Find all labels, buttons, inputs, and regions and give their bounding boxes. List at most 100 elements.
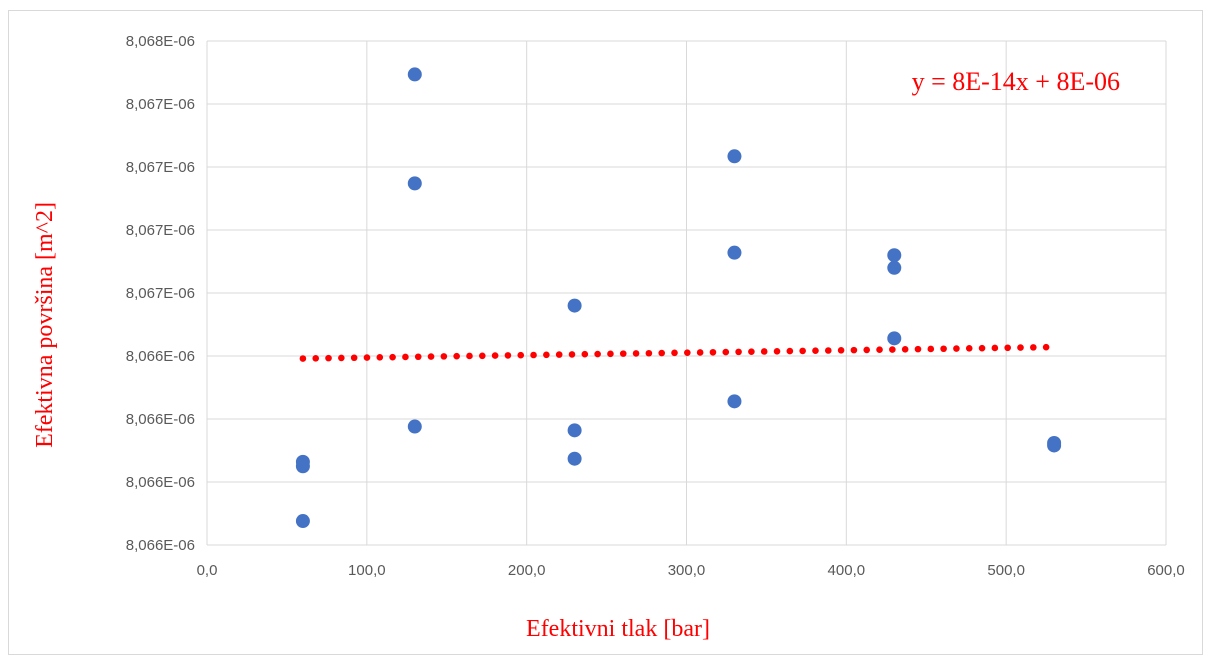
trendline-dot [1042,343,1050,351]
data-point [407,176,422,191]
trendline-dot [632,350,640,357]
trendline-dot [453,352,460,360]
data-point [407,67,422,82]
x-tick-label: 300,0 [668,562,706,579]
y-tick-label: 8,067E-06 [126,96,195,113]
x-tick-label: 600,0 [1147,562,1185,579]
y-tick-label: 8,066E-06 [126,411,195,428]
x-tick-label: 400,0 [828,562,866,579]
y-tick-label: 8,066E-06 [126,348,195,365]
trendline-dot [414,353,422,361]
trendline-dot [1030,344,1037,351]
trendline-dot [850,346,858,354]
y-tick-label: 8,068E-06 [126,33,195,50]
data-point [727,245,742,260]
x-axis-title: Efektivni tlak [bar] [526,616,710,642]
trendline-dot [299,355,307,362]
trendline-dot [812,347,819,354]
trendline-dot [338,354,345,362]
data-point [567,451,582,466]
trendline-dot [581,350,589,358]
data-point [1047,435,1062,450]
trendline-dot [927,345,935,353]
trendline-dot [619,350,627,357]
trendline-dot [696,349,704,356]
trendline-dot [325,354,332,362]
trendline-dot [530,351,537,359]
data-point [887,260,902,275]
x-tick-label: 0,0 [197,562,218,579]
y-tick-labels: 8,066E-06 8,066E-06 8,066E-06 8,066E-06 8,06… [126,33,195,554]
trendline-dot [645,349,653,357]
data-point [567,298,582,313]
trendline-dot [786,347,794,355]
trendline-dot [350,354,358,362]
y-tick-label: 8,066E-06 [126,537,195,554]
y-tick-label: 8,067E-06 [126,222,195,239]
trendline-dot [376,354,384,361]
trendline-dot [363,354,371,361]
grid-lines [206,40,1167,546]
y-tick-label: 8,067E-06 [126,285,195,302]
trendline-dot [517,351,525,359]
trendline-dot [799,347,806,355]
trendline-dot [504,352,512,359]
data-point [407,419,422,434]
data-points [295,67,1062,529]
data-point [727,149,742,164]
trendline-dot [901,346,909,353]
trendline-dot [722,348,730,356]
trendline-dot [568,351,576,358]
trendline-dot [1017,344,1024,351]
data-point [887,331,902,346]
trendline-dot [876,346,883,354]
trendline-dot [940,345,947,353]
x-tick-label: 500,0 [987,562,1025,579]
data-point [295,514,310,529]
trendline-dot [440,353,448,360]
trendline-dot [555,351,563,358]
trendline-dot [671,349,678,357]
y-axis-title: Efektivna površina [m^2] [32,202,58,448]
trendline-dot [748,348,755,355]
trendline-dot [466,352,473,360]
trendline-dot [709,348,717,356]
x-tick-label: 200,0 [508,562,546,579]
trendline-dot [965,345,973,352]
trendline-dot [427,353,435,360]
trendline-dot [543,351,550,359]
trendline-dot [1004,344,1011,352]
trendline-dot [824,347,832,354]
trendline-dot [658,349,665,357]
trendline-dot [978,344,986,352]
trendline-dot [389,353,396,361]
trendline-dot [312,355,320,362]
data-point [567,423,582,438]
trendline-dot [607,350,614,358]
trendline-dot [491,352,499,359]
data-point [727,394,742,409]
y-tick-label: 8,067E-06 [126,159,195,176]
trendline [299,343,1050,362]
x-tick-labels: 0,0 100,0 200,0 300,0 400,0 500,0 600,0 [197,562,1185,579]
trendline-dot [402,353,409,361]
trendline-dot [773,347,781,355]
data-point [295,454,310,469]
chart-frame [8,10,1203,655]
trendline-dot [953,345,960,352]
trendline-dot [837,347,845,354]
x-tick-label: 100,0 [348,562,386,579]
trendline-dot [594,350,601,358]
trendline-dot [478,352,486,360]
trendline-dot [760,348,768,355]
trendline-dot [684,349,691,356]
y-tick-label: 8,066E-06 [126,474,195,491]
trendline-dot [863,346,871,354]
trendline-dot [991,344,999,352]
data-point [887,248,902,263]
trendline-equation: y = 8E-14x + 8E-06 [912,67,1120,96]
trendline-dot [889,346,896,353]
trendline-dot [914,345,922,353]
trendline-dot [735,348,742,356]
